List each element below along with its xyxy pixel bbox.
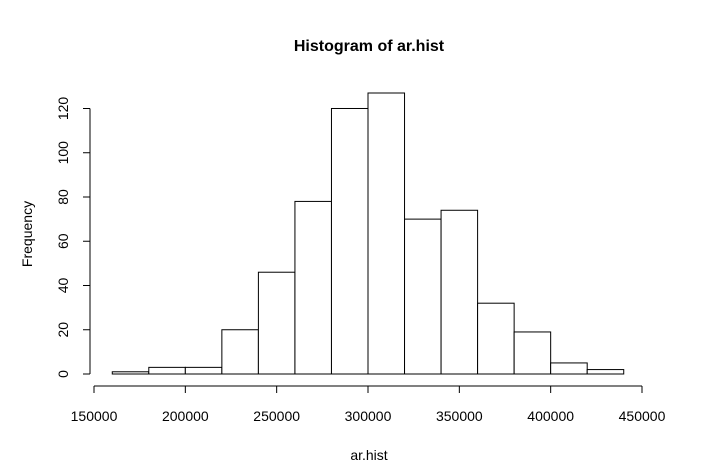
histogram-bar — [404, 218, 442, 375]
histogram-bar — [550, 362, 588, 375]
y-tick-label: 60 — [55, 233, 71, 249]
y-axis: 0 20 40 60 80 100 120 — [55, 97, 91, 378]
histogram-bar — [367, 92, 406, 375]
x-tick-label: 250000 — [253, 408, 300, 424]
x-axis-label: ar.hist — [350, 447, 387, 463]
histogram-bar — [440, 209, 479, 375]
x-tick-label: 200000 — [162, 408, 209, 424]
histogram-bar — [184, 366, 223, 375]
y-tick-label: 40 — [55, 277, 71, 293]
x-tick-label: 150000 — [71, 408, 118, 424]
histogram-bar — [330, 107, 369, 375]
histogram-bar — [477, 302, 515, 375]
histogram-bar — [586, 369, 625, 375]
histogram-bar — [148, 366, 186, 375]
y-tick-label: 20 — [55, 322, 71, 338]
histogram-bar — [111, 371, 150, 375]
x-tick-label: 350000 — [436, 408, 483, 424]
y-axis-label: Frequency — [19, 201, 35, 267]
bars-group — [111, 92, 625, 375]
y-tick-label: 100 — [55, 141, 71, 165]
x-tick-label: 450000 — [619, 408, 666, 424]
y-tick-label: 120 — [55, 97, 71, 121]
histogram-bar — [257, 271, 296, 375]
x-tick-label: 400000 — [527, 408, 574, 424]
histogram-bar — [294, 200, 332, 375]
y-tick-label: 80 — [55, 189, 71, 205]
histogram-bar — [221, 329, 259, 375]
histogram-bar — [513, 331, 552, 375]
y-tick-label: 0 — [55, 370, 71, 378]
x-tick-label: 300000 — [345, 408, 392, 424]
chart-title: Histogram of ar.hist — [294, 38, 445, 55]
x-axis: 150000 200000 250000 300000 350000 400000 4500… — [71, 385, 666, 424]
